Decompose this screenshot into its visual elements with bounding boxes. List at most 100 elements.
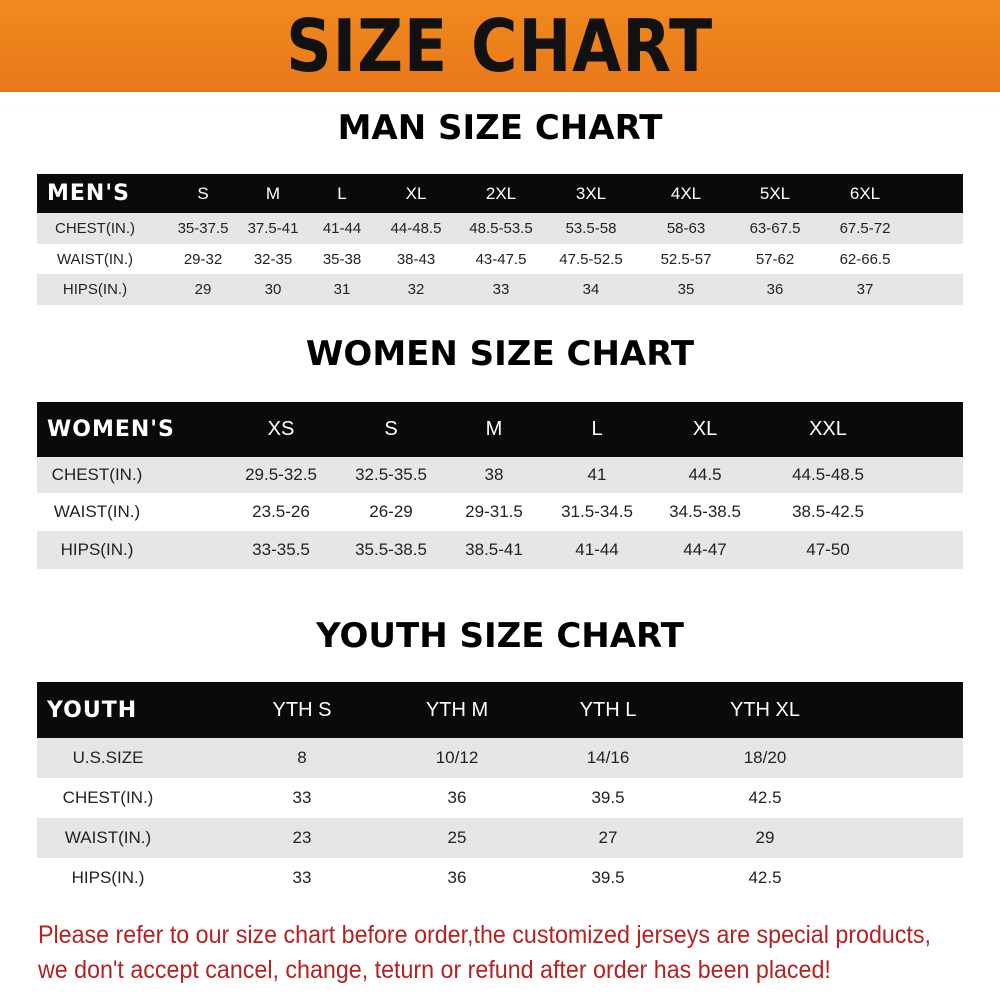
measurement-cell: 23.5-26: [252, 502, 310, 521]
table-row: WAIST(IN.) 23.5-26 26-29 29-31.5 31.5-34.5 34…: [37, 493, 963, 531]
measurement-cell: 44-47: [683, 540, 727, 559]
measurement-cell: 31: [333, 281, 351, 298]
measurement-cell: 36: [447, 788, 467, 807]
banner-title: SIZE CHART: [286, 4, 714, 88]
measurement-cell: 29: [755, 828, 775, 847]
size-header: YTH S: [272, 698, 332, 721]
measurement-cell: 33: [292, 788, 312, 807]
women-header-row: WOMEN'S XS S M L XL XXL: [37, 402, 963, 457]
row-label: HIPS(IN.): [60, 540, 134, 559]
table-row: CHEST(IN.) 33 36 39.5 42.5: [37, 778, 963, 818]
measurement-cell: 37: [856, 281, 874, 298]
measurement-cell: 39.5: [591, 788, 625, 807]
row-label: U.S.SIZE: [72, 748, 144, 767]
table-row: CHEST(IN.) 29.5-32.5 32.5-35.5 38 41 44.5 44.5…: [37, 457, 963, 493]
size-header: 5XL: [759, 183, 791, 203]
size-chart-banner: SIZE CHART: [0, 0, 1000, 92]
row-label: CHEST(IN.): [51, 465, 143, 484]
row-label: WAIST(IN.): [64, 828, 152, 847]
measurement-cell: 29.5-32.5: [245, 465, 317, 484]
measurement-cell: 38.5-41: [465, 540, 523, 559]
size-header: 6XL: [849, 183, 881, 203]
table-row: WAIST(IN.) 23 25 27 29: [37, 818, 963, 858]
measurement-cell: 34: [582, 281, 600, 298]
measurement-cell: 38.5-42.5: [792, 502, 864, 521]
measurement-cell: 35: [677, 281, 695, 298]
measurement-cell: 38: [484, 465, 504, 484]
measurement-cell: 26-29: [369, 502, 413, 521]
size-header: S: [384, 418, 398, 440]
measurement-cell: 32-35: [253, 250, 293, 268]
measurement-cell: 36: [447, 868, 467, 887]
measurement-cell: 35-38: [322, 250, 362, 268]
measurement-cell: 33-35.5: [252, 540, 310, 559]
size-header: L: [337, 183, 347, 203]
size-header: XL: [692, 418, 718, 440]
table-row: HIPS(IN.) 33-35.5 35.5-38.5 38.5-41 41-44 44-…: [37, 531, 963, 569]
measurement-cell: 32: [407, 281, 425, 298]
measurement-cell: 32.5-35.5: [355, 465, 427, 484]
measurement-cell: 29-31.5: [465, 502, 523, 521]
measurement-cell: 31.5-34.5: [561, 502, 633, 521]
measurement-cell: 58-63: [666, 220, 706, 237]
measurement-cell: 43-47.5: [475, 250, 527, 268]
measurement-cell: 36: [766, 281, 784, 298]
measurement-cell: 52.5-57: [660, 250, 712, 268]
notice-line-1: Please refer to our size chart before or…: [38, 921, 931, 949]
notice-line-2: we don't accept cancel, change, teturn o…: [38, 956, 831, 984]
measurement-cell: 47.5-52.5: [559, 250, 623, 268]
size-header: YTH M: [425, 698, 489, 721]
table-row: U.S.SIZE 8 10/12 14/16 18/20: [37, 738, 963, 778]
youth-header-label: YOUTH: [47, 697, 138, 723]
size-header: 2XL: [485, 183, 517, 203]
row-label: WAIST(IN.): [53, 502, 141, 521]
table-row: HIPS(IN.) 33 36 39.5 42.5: [37, 858, 963, 898]
measurement-cell: 67.5-72: [839, 220, 891, 237]
measurement-cell: 14/16: [586, 748, 630, 767]
size-header: M: [265, 183, 281, 203]
measurement-cell: 37.5-41: [247, 220, 299, 237]
measurement-cell: 48.5-53.5: [469, 220, 533, 237]
women-header-label: WOMEN'S: [47, 417, 175, 442]
measurement-cell: 53.5-58: [565, 220, 617, 237]
row-label: HIPS(IN.): [71, 868, 145, 887]
measurement-cell: 44-48.5: [390, 220, 442, 237]
men-header-label: MEN'S: [47, 181, 130, 206]
youth-title: YOUTH SIZE CHART: [316, 616, 684, 656]
measurement-cell: 25: [447, 828, 467, 847]
measurement-cell: 33: [292, 868, 312, 887]
table-row: WAIST(IN.) 29-32 32-35 35-38 38-43 43-47.5 47.…: [37, 244, 963, 274]
row-label: HIPS(IN.): [62, 281, 128, 298]
measurement-cell: 30: [264, 281, 282, 298]
measurement-cell: 44.5-48.5: [792, 465, 864, 484]
size-header: M: [485, 418, 503, 440]
size-header: L: [591, 418, 603, 440]
measurement-cell: 35.5-38.5: [355, 540, 427, 559]
measurement-cell: 10/12: [435, 748, 479, 767]
measurement-cell: 29-32: [183, 250, 223, 268]
measurement-cell: 63-67.5: [749, 220, 801, 237]
size-header: XL: [405, 183, 427, 203]
row-label: WAIST(IN.): [56, 250, 134, 268]
measurement-cell: 42.5: [748, 788, 782, 807]
table-row: HIPS(IN.) 29 30 31 32 33 34 35 36 37: [37, 274, 963, 305]
measurement-cell: 41: [587, 465, 607, 484]
size-header: XS: [267, 418, 295, 440]
measurement-cell: 8: [297, 748, 307, 767]
size-header: YTH L: [579, 698, 637, 721]
measurement-cell: 38-43: [396, 250, 436, 268]
measurement-cell: 23: [292, 828, 312, 847]
measurement-cell: 29: [194, 281, 212, 298]
measurement-cell: 34.5-38.5: [669, 502, 741, 521]
measurement-cell: 33: [492, 281, 510, 298]
measurement-cell: 39.5: [591, 868, 625, 887]
men-header-row: MEN'S S M L XL 2XL 3XL 4XL 5XL 6XL: [37, 174, 963, 213]
measurement-cell: 62-66.5: [839, 250, 891, 268]
size-header: S: [197, 183, 209, 203]
size-header: 4XL: [670, 183, 702, 203]
row-label: CHEST(IN.): [62, 788, 154, 807]
measurement-cell: 42.5: [748, 868, 782, 887]
measurement-cell: 44.5: [688, 465, 722, 484]
table-row: CHEST(IN.) 35-37.5 37.5-41 41-44 44-48.5 48.5…: [37, 213, 963, 244]
measurement-cell: 18/20: [743, 748, 787, 767]
